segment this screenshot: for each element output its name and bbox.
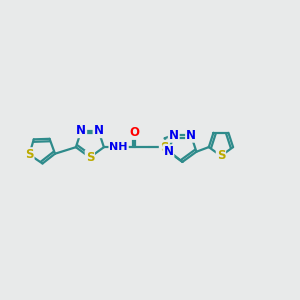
- Text: N: N: [164, 145, 173, 158]
- Text: S: S: [160, 141, 168, 154]
- Text: S: S: [85, 151, 94, 164]
- Text: N: N: [169, 129, 179, 142]
- Text: S: S: [217, 149, 225, 162]
- Text: N: N: [76, 124, 86, 137]
- Text: NH: NH: [110, 142, 128, 152]
- Text: N: N: [186, 129, 196, 142]
- Text: N: N: [94, 124, 103, 137]
- Text: O: O: [130, 126, 140, 139]
- Text: S: S: [25, 148, 34, 161]
